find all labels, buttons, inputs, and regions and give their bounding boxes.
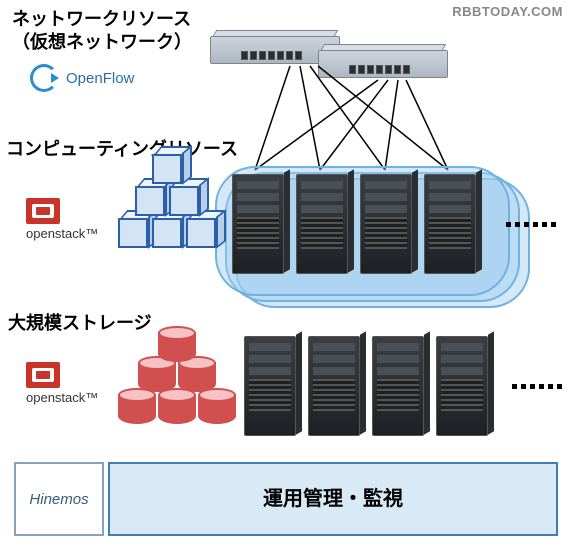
hinemos-logo-box: Hinemos	[14, 462, 104, 536]
compute-ellipsis	[506, 222, 556, 227]
openflow-logo-block: OpenFlow	[30, 64, 134, 92]
openstack-icon	[26, 198, 60, 224]
server-tower	[372, 336, 424, 436]
cube-stack	[118, 160, 228, 260]
storage-server-row	[244, 336, 488, 436]
openstack-logo-storage: openstack™	[26, 362, 98, 405]
hinemos-label: Hinemos	[29, 491, 88, 508]
management-label: 運用管理・監視	[263, 486, 403, 512]
server-tower	[244, 336, 296, 436]
server-tower	[424, 174, 476, 274]
server-tower	[308, 336, 360, 436]
server-tower	[296, 174, 348, 274]
watermark-text: RBBTODAY.COM	[452, 4, 563, 19]
openstack-label-compute: openstack™	[26, 226, 98, 241]
network-section-title: ネットワークリソース （仮想ネットワーク）	[12, 8, 192, 55]
openstack-label-storage: openstack™	[26, 390, 98, 405]
network-title-line2: （仮想ネットワーク）	[12, 31, 192, 54]
cylinder-stack	[118, 332, 248, 432]
compute-server-row	[232, 174, 476, 274]
openflow-icon	[30, 64, 58, 92]
server-tower	[360, 174, 412, 274]
server-tower	[436, 336, 488, 436]
management-bar: 運用管理・監視	[108, 462, 558, 536]
compute-section-title: コンピューティングリソース	[6, 138, 238, 161]
openflow-label: OpenFlow	[66, 70, 134, 87]
server-tower	[232, 174, 284, 274]
network-switch-2	[318, 50, 448, 84]
openstack-logo-compute: openstack™	[26, 198, 98, 241]
openstack-icon	[26, 362, 60, 388]
network-title-line1: ネットワークリソース	[12, 8, 192, 31]
storage-ellipsis	[512, 384, 562, 389]
